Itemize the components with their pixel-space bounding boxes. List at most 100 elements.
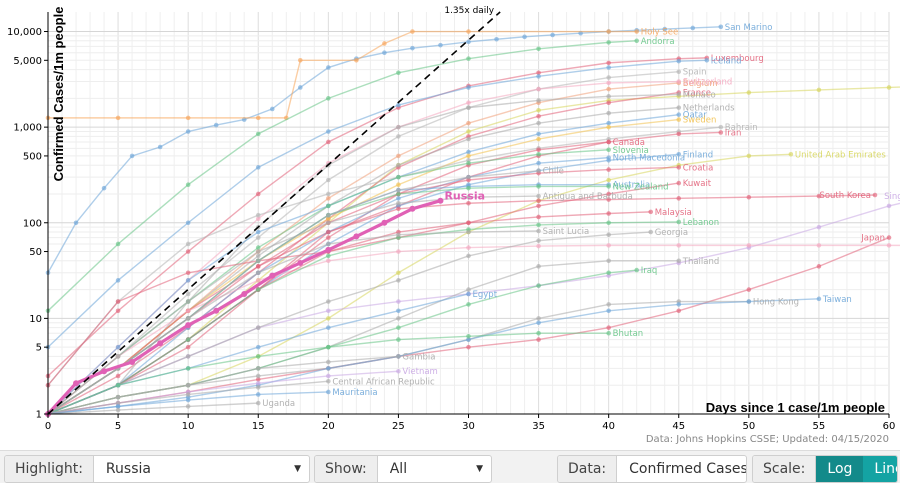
data-point [648,209,654,215]
data-point [536,168,541,174]
show-label: Show: [315,456,378,482]
data-point [466,200,471,206]
data-point [536,243,541,249]
data-point [326,241,331,247]
highlight-data-point [129,358,136,365]
data-point [185,404,191,409]
data-point [269,106,275,112]
data-point [255,264,261,269]
data-point [634,267,639,273]
data-point [396,196,401,201]
scale-log-button[interactable]: Log [816,456,864,482]
data-point [326,359,331,365]
data-point [115,308,121,314]
data-point [326,258,331,264]
data-point [466,245,471,250]
data-point [886,203,892,209]
scale-label: Scale: [753,456,817,482]
series-label: Antigua and Barbuda [543,192,633,202]
data-point [550,32,555,38]
data-point [494,36,499,42]
data-point [816,87,822,93]
data-point [606,155,611,160]
data-point [396,316,401,321]
data-point [396,182,401,188]
data-point [298,58,303,63]
scale-toggle: Scale: Log Linear [752,455,898,483]
x-tick-label: 5 [115,421,121,432]
series-label: Malaysia [655,208,692,218]
data-point [438,42,443,48]
data-point [536,228,541,234]
series-line [47,71,679,415]
grid-layer [47,12,890,415]
data-point [326,96,331,101]
x-tick-label: 50 [742,421,755,432]
data-point [396,191,401,197]
series-label: Qatar [683,111,707,121]
data-point [676,308,682,314]
data-point [255,229,261,235]
data-point [676,302,682,307]
x-tick-label: 30 [462,421,475,432]
data-point [326,196,331,201]
x-tick-label: 10 [182,421,195,432]
highlight-data-point [297,259,304,266]
series-label: Croatia [683,163,714,173]
show-select[interactable]: Show: All ▼ [314,455,492,483]
data-point [536,151,541,157]
chevron-down-icon: ▼ [294,464,301,474]
data-point [185,316,191,321]
series-line [47,244,900,415]
data-point [676,79,682,84]
data-point [788,151,794,157]
series-label: Bahrain [725,123,758,133]
data-point [396,102,401,108]
data-point [255,278,261,283]
x-tick-label: 45 [672,421,685,432]
x-tick-label: 35 [532,421,545,432]
data-point [704,58,710,63]
data-point [466,149,471,155]
data-point [326,229,331,235]
data-point [185,270,191,276]
data-point [326,373,331,379]
data-point [746,90,752,95]
highlight-select[interactable]: Highlight: Russia ▼ [4,455,310,483]
data-point [185,354,191,359]
series-line [47,40,637,312]
data-select[interactable]: Data: Confirmed Cases ▼ [557,455,747,483]
scale-linear-button[interactable]: Linear [863,456,897,482]
data-point [536,120,541,126]
data-point [255,253,261,259]
highlight-data-point [101,368,108,375]
data-point [536,203,541,209]
data-point [382,50,387,56]
data-point [816,264,822,269]
data-point [536,147,541,153]
data-point [676,258,682,264]
data-point [676,151,682,157]
data-point [115,394,121,400]
data-point [466,153,471,159]
data-point [606,100,611,106]
series-label: Vietnam [402,367,437,377]
data-point [255,216,261,222]
data-point [746,153,752,159]
data-point [676,165,682,170]
controls-toolbar: Highlight: Russia ▼ Show: All ▼ Data: Co… [0,450,900,483]
series-label: Singapore [884,192,900,202]
series-label: Chile [543,167,564,177]
data-point [396,206,401,212]
data-point [185,308,191,314]
series-label: Netherlands [683,104,735,114]
data-point [185,344,191,350]
data-point [115,241,121,247]
series-line [47,195,539,415]
data-point [536,283,541,288]
data-point [73,220,79,226]
data-point [466,85,471,90]
series-label: Russia [444,190,485,203]
data-point [326,139,331,145]
data-point [466,100,471,106]
